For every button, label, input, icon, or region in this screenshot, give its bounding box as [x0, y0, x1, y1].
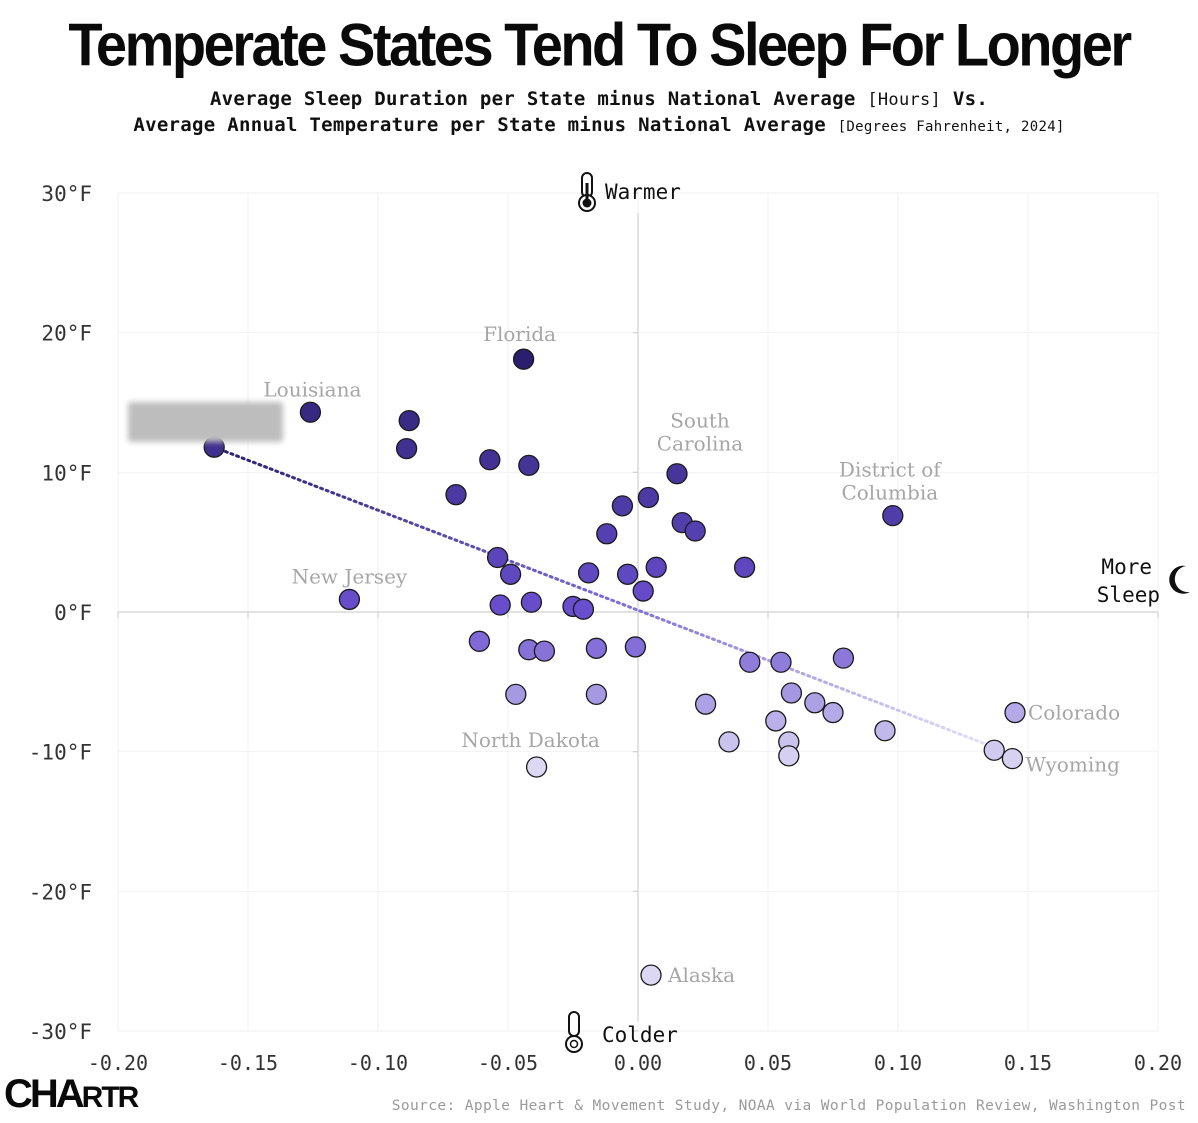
data-point: [395, 437, 418, 460]
trendline-path: [212, 445, 1004, 752]
data-point: [770, 651, 792, 673]
x-tick-label: 0.15: [1004, 1051, 1052, 1075]
data-point: [611, 495, 634, 517]
point-label: Louisiana: [263, 377, 361, 401]
data-point: [338, 588, 361, 611]
data-point: [778, 745, 800, 767]
logo-rtr: RTR: [81, 1081, 140, 1114]
data-point: [479, 449, 501, 471]
data-point: [718, 731, 740, 753]
subtitle1-tail: Vs.: [952, 88, 989, 110]
logo-a: A: [55, 1072, 85, 1116]
data-point: [822, 701, 844, 724]
y-tick-label: 20°F: [41, 322, 92, 346]
x-tick-label: 0.20: [1134, 1051, 1182, 1075]
more-sleep-label-line1: More: [1101, 555, 1152, 579]
y-tick-label: -20°F: [29, 880, 92, 904]
data-point: [499, 563, 522, 585]
x-tick-label: 0.00: [614, 1051, 662, 1075]
chart-title: Temperate States Tend To Sleep For Longe…: [68, 10, 1132, 79]
redacted-label: [128, 402, 283, 442]
data-point: [585, 683, 608, 706]
point-label: District of Columbia: [839, 458, 942, 505]
data-point: [882, 504, 904, 527]
data-point: [874, 720, 896, 742]
data-point: [518, 454, 540, 477]
thermometer-warm-icon: [578, 172, 596, 212]
x-tick-label: -0.10: [348, 1051, 408, 1075]
y-tick-label: 10°F: [41, 461, 92, 485]
source-note: Source: Apple Heart & Movement Study, NO…: [391, 1098, 1186, 1114]
subtitle2-unit: [Degrees Fahrenheit, 2024]: [837, 119, 1065, 135]
data-point: [832, 647, 855, 669]
data-point: [512, 348, 535, 370]
point-label: Alaska: [667, 963, 735, 987]
more-sleep-label-line2: Sleep: [1097, 583, 1160, 607]
data-point: [572, 598, 595, 620]
data-point: [299, 401, 322, 423]
point-label: South Carolina: [657, 409, 744, 456]
point-labels: Louisiana Florida South Carolina District of…: [263, 322, 1120, 987]
data-point: [577, 562, 600, 584]
data-point: [585, 637, 608, 659]
data-point: [632, 580, 654, 602]
data-point: [489, 594, 511, 616]
trendline: [212, 445, 1004, 752]
data-point: [445, 484, 467, 506]
logo-h: H: [29, 1072, 59, 1116]
data-point: [733, 556, 756, 578]
data-point: [1001, 748, 1024, 770]
subtitle1-main: Average Sleep Duration per State minus N…: [209, 88, 856, 110]
x-tick-label: -0.20: [88, 1051, 148, 1075]
y-tick-label: -30°F: [29, 1020, 92, 1044]
y-tick-label: -10°F: [29, 741, 92, 765]
point-label: North Dakota: [461, 728, 600, 752]
y-tick-label: 0°F: [54, 601, 92, 625]
data-point: [684, 520, 706, 542]
data-point: [666, 463, 688, 485]
moon-icon: [1169, 565, 1190, 594]
chart-subtitle-line2: Average Annual Temperature per State min…: [0, 114, 1198, 136]
data-point: [596, 523, 618, 545]
warmer-label: Warmer: [605, 180, 681, 204]
data-point: [694, 693, 717, 715]
data-point: [983, 739, 1005, 761]
x-tick-label: 0.05: [744, 1051, 792, 1075]
x-tick-label: -0.15: [218, 1051, 278, 1075]
data-point: [505, 683, 527, 706]
data-point: [780, 682, 803, 704]
subtitle2-main: Average Annual Temperature per State min…: [133, 114, 826, 136]
thermometer-cold-icon: [565, 1011, 583, 1053]
data-point: [624, 636, 647, 658]
point-label: Florida: [483, 322, 556, 346]
data-point: [468, 630, 491, 652]
point-label: New Jersey: [292, 564, 408, 588]
point-label: Wyoming: [1025, 753, 1120, 777]
x-tick-label: -0.05: [478, 1051, 538, 1075]
data-point: [739, 651, 761, 673]
data-point: [1004, 701, 1026, 724]
data-point: [486, 546, 509, 569]
y-tick-label: 30°F: [41, 182, 92, 206]
data-point: [533, 640, 556, 662]
data-point: [637, 486, 660, 509]
data-point: [640, 964, 662, 986]
data-point: [398, 410, 420, 432]
point-label: Colorado: [1028, 701, 1120, 725]
data-point: [616, 563, 639, 585]
subtitle1-unit: [Hours]: [867, 90, 942, 110]
data-points: [203, 348, 1026, 986]
x-tick-label: 0.10: [874, 1051, 922, 1075]
logo-c: C: [4, 1072, 33, 1116]
data-point: [804, 692, 826, 714]
data-point: [525, 756, 548, 778]
data-point: [765, 710, 787, 732]
data-point: [520, 591, 543, 613]
colder-label: Colder: [602, 1023, 678, 1047]
chartr-logo: CHARTR: [4, 1072, 140, 1117]
chart-subtitle-line1: Average Sleep Duration per State minus N…: [0, 88, 1198, 110]
axes: 30°F 20°F 10°F 0°F -10°F -20°F -30°F -0.20 -0.15…: [29, 182, 1182, 1075]
data-point: [645, 556, 667, 578]
